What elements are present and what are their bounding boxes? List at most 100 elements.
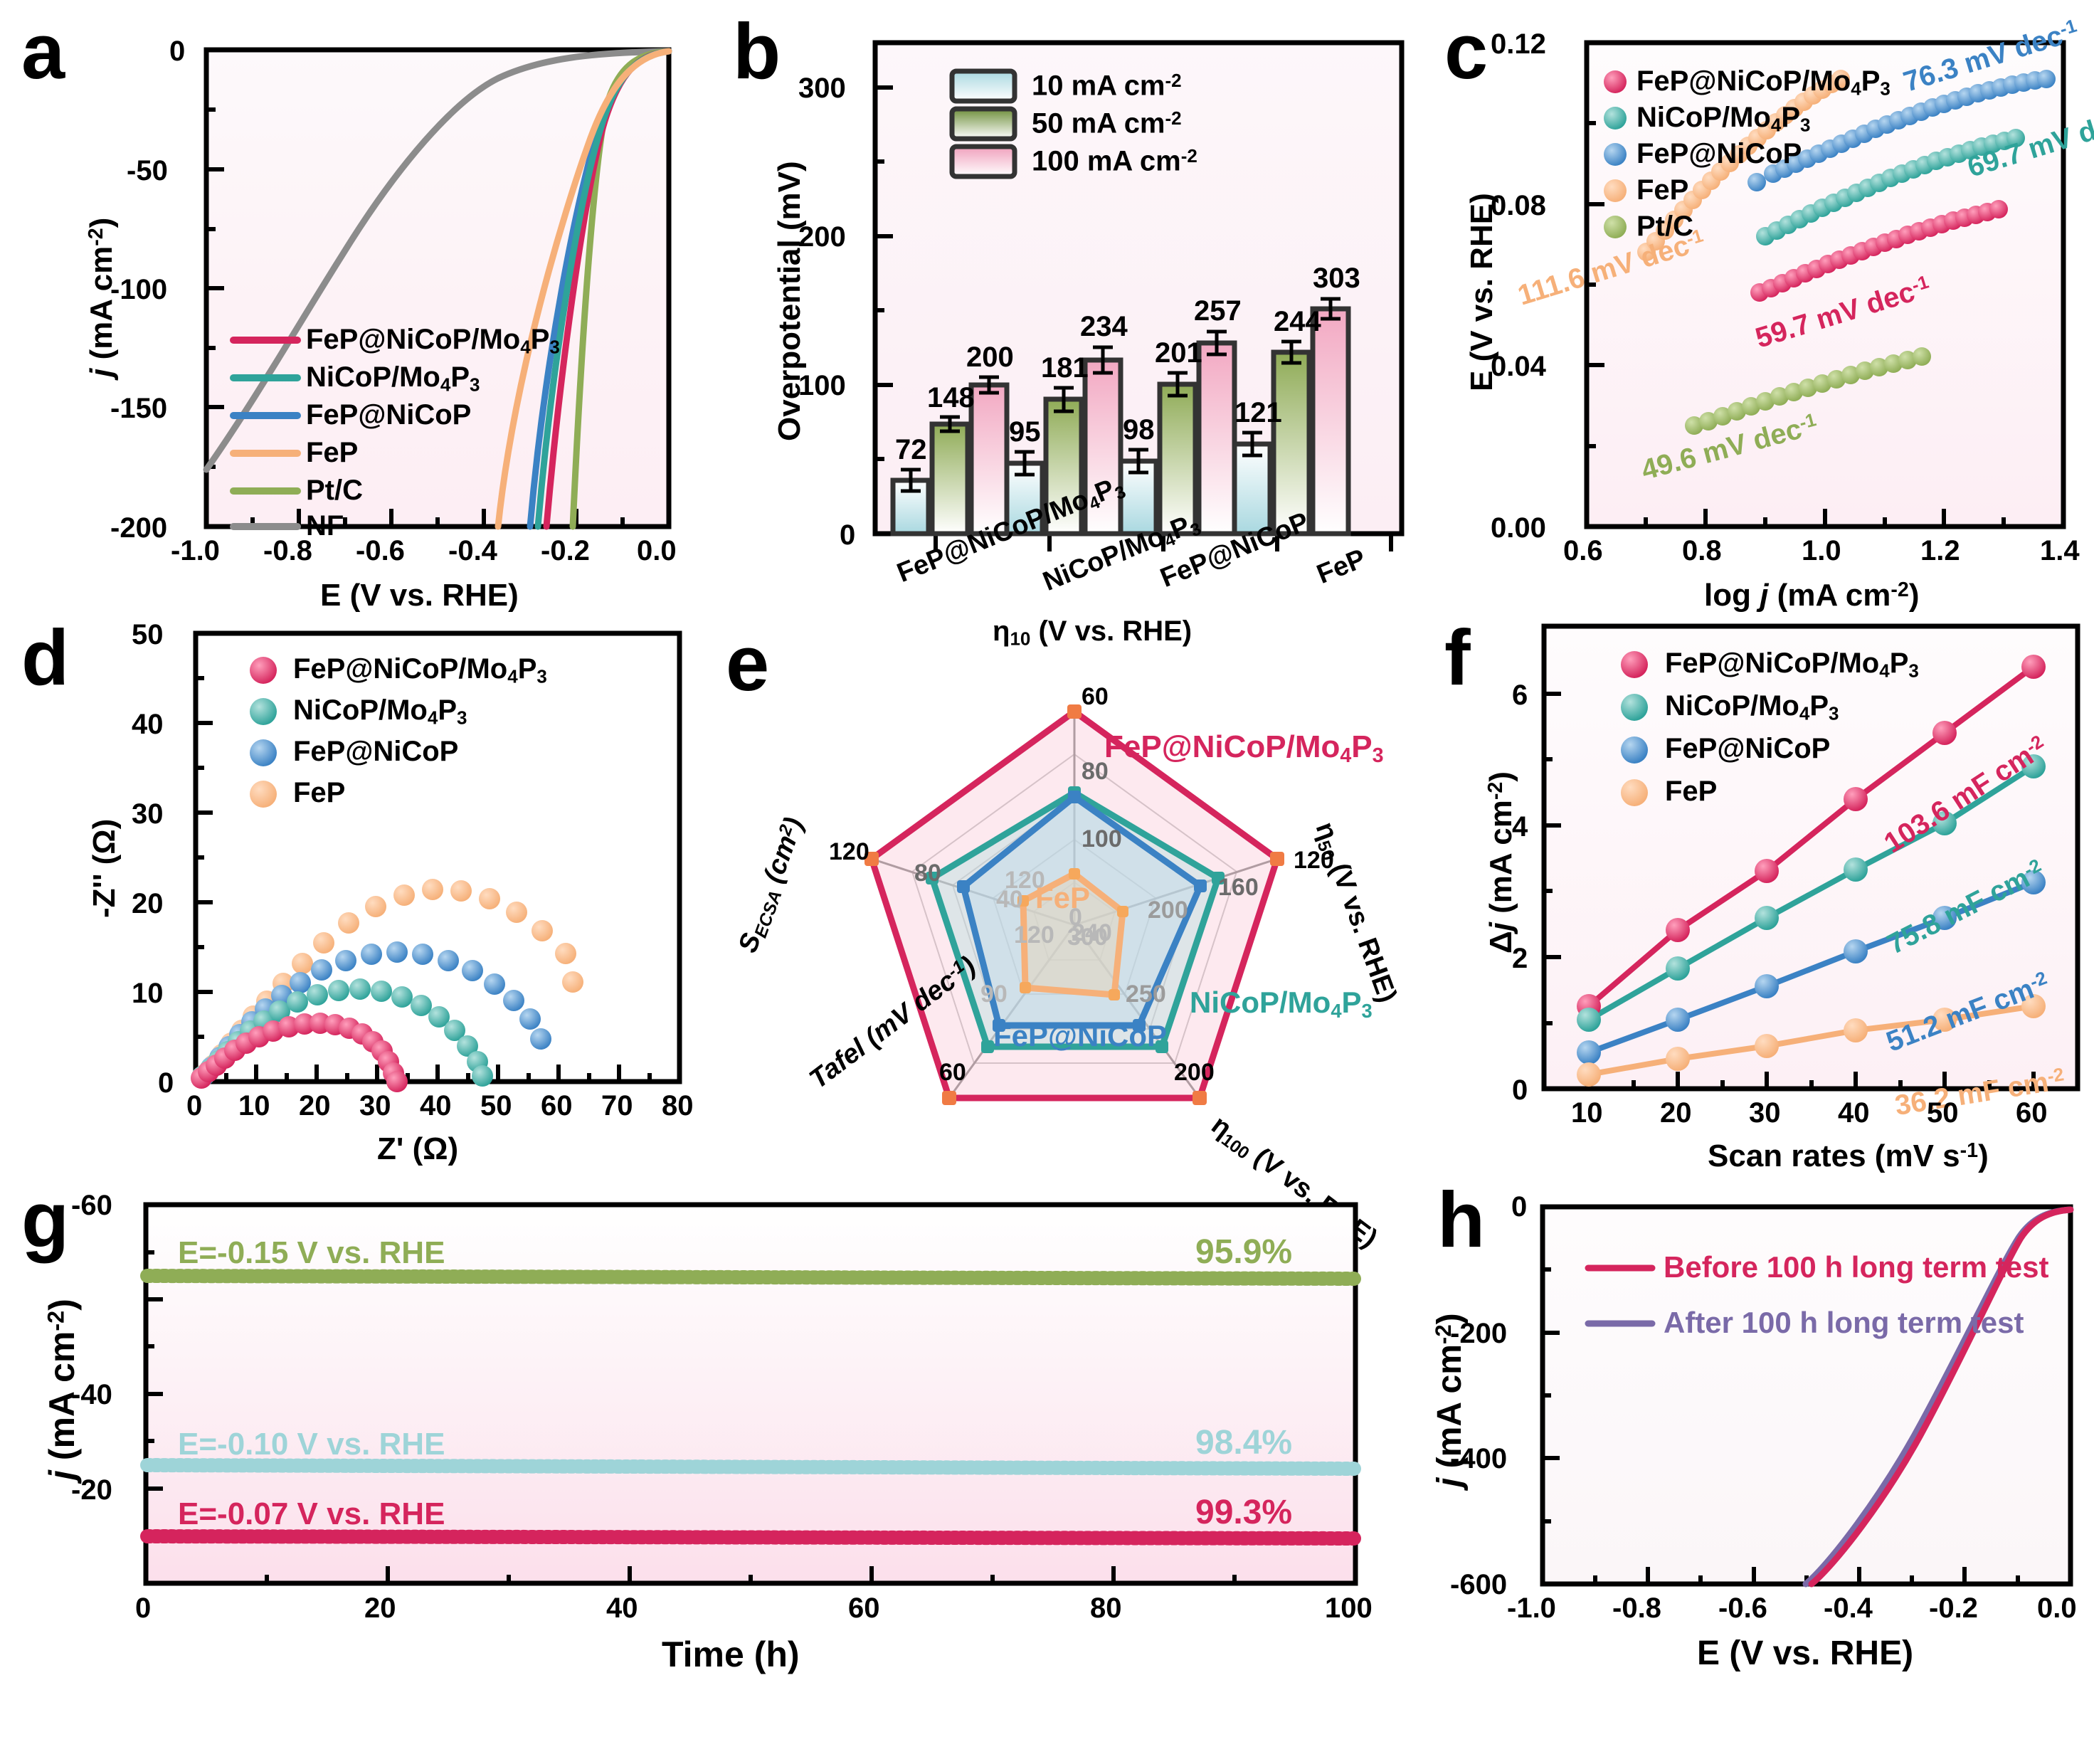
panel-a-letter: a [21, 8, 65, 95]
panel-g-xaxis-label: Time (h) [662, 1634, 800, 1674]
panel-d-xtick-8: 80 [662, 1090, 694, 1121]
panel-c-legend-item-0: FeP@NiCoP/Mo4P3 [1636, 65, 1891, 100]
panel-a-legend-item-1: NiCoP/Mo4P3 [306, 361, 480, 396]
panel-d-xtick-5: 50 [480, 1090, 512, 1121]
panel-b-legend-item-2: 100 mA cm-2 [1032, 145, 1197, 177]
panel-f-xtick-4: 50 [1927, 1097, 1959, 1129]
panel-f-ytick-0: 0 [1512, 1074, 1528, 1106]
panel-c-letter: c [1444, 8, 1488, 95]
panel-g-annotation-1: E=-0.10 V vs. RHE [178, 1427, 445, 1462]
panel-h-xaxis-label: E (V vs. RHE) [1697, 1634, 1914, 1672]
panel-e-scale-eta10-120: 120 [1005, 867, 1045, 894]
panel-d-ytick-20: 20 [132, 888, 164, 919]
panel-a-ytick-0: 0 [169, 36, 186, 67]
panel-c-ytick-0: 0.00 [1491, 512, 1546, 544]
panel-g-retention-0: 95.9% [1195, 1233, 1293, 1271]
panel-b-value-3-1: 244 [1274, 306, 1321, 337]
panel-c-xtick-3: 1.2 [1920, 535, 1960, 566]
panel-g-xtick-2: 40 [606, 1593, 638, 1624]
panel-a-legend-item-4: Pt/C [306, 475, 363, 506]
panel-c-yaxis-label: E (V vs. RHE) [1464, 193, 1499, 391]
panel-e-series-label-1: NiCoP/Mo4P3 [1190, 986, 1373, 1022]
panel-d-legend-item-3: FeP [293, 777, 346, 808]
panel-g-xtick-1: 20 [364, 1593, 396, 1624]
panel-a-xtick-2: -0.6 [356, 535, 405, 566]
panel-b-plot [872, 40, 1405, 551]
panel-b-legend-item-0: 10 mA cm-2 [1032, 70, 1182, 102]
panel-f-ytick-6: 6 [1512, 680, 1528, 711]
panel-h-xtick-2: -0.6 [1718, 1593, 1767, 1624]
panel-f-xtick-5: 60 [2016, 1097, 2048, 1129]
panel-a: a [0, 0, 712, 613]
panel-d-xaxis-label: Z' (Ω) [377, 1131, 459, 1166]
panel-e-scale-eta50-200: 200 [1148, 897, 1188, 924]
panel-c-xtick-1: 0.8 [1682, 535, 1722, 566]
panel-h: h Before 100 h long term test After [1423, 1181, 2094, 1764]
panel-d-yaxis-label: -Z'' (Ω) [87, 818, 122, 918]
panel-d-xtick-7: 70 [601, 1090, 633, 1121]
panel-c: c [1423, 0, 2094, 613]
panel-a-xtick-4: -0.2 [541, 535, 590, 566]
panel-f-xtick-3: 40 [1838, 1097, 1870, 1129]
panel-f-yaxis-label: Δj (mA cm-2) [1484, 771, 1518, 954]
panel-e-scale-eta10-100: 100 [1082, 825, 1122, 852]
panel-a-ytick-m200: -200 [110, 512, 168, 544]
panel-g-xtick-5: 100 [1325, 1593, 1373, 1624]
panel-e-scale-secsa-80: 80 [914, 860, 941, 887]
panel-a-ytick-m100: -100 [110, 274, 168, 305]
panel-f-ytick-2: 2 [1512, 943, 1528, 974]
panel-f-xtick-2: 30 [1749, 1097, 1781, 1129]
panel-f-xtick-0: 10 [1571, 1097, 1603, 1129]
panel-e-scale-tafel-60: 60 [939, 1059, 966, 1086]
panel-g-plot [140, 1202, 1361, 1586]
panel-g-xtick-4: 80 [1090, 1593, 1122, 1624]
panel-e-scale-eta50-120: 120 [1294, 847, 1334, 874]
panel-c-ytick-2: 0.08 [1491, 190, 1546, 221]
panel-a-yaxis-label: j (mA cm-2) [84, 217, 119, 377]
panel-b-yaxis-label: Overpotential (mV) [772, 161, 807, 441]
panel-g-annotation-2: E=-0.07 V vs. RHE [178, 1496, 445, 1531]
panel-c-legend-item-3: FeP [1636, 174, 1689, 206]
panel-e-scale-eta50-240: 240 [1072, 919, 1112, 946]
panel-f-legend-item-3: FeP [1665, 776, 1718, 807]
panel-a-xtick-0: -1.0 [171, 535, 220, 566]
panel-g-ytick-m40: -40 [71, 1379, 112, 1410]
panel-f-legend-item-1: NiCoP/Mo4P3 [1665, 690, 1839, 724]
panel-g-yaxis-label: j (mA cm-2) [42, 1299, 82, 1480]
panel-g-ytick-m60: -60 [71, 1190, 112, 1221]
panel-h-legend-item-1: After 100 h long term test [1664, 1306, 2024, 1339]
panel-b-legend-item-1: 50 mA cm-2 [1032, 107, 1182, 139]
panel-d-legend-item-0: FeP@NiCoP/Mo4P3 [293, 653, 547, 687]
panel-b: b [712, 0, 1423, 612]
panel-e-scale-tafel-90: 90 [980, 981, 1008, 1008]
panel-b-letter: b [733, 8, 781, 95]
panel-b-value-2-0: 98 [1123, 414, 1155, 445]
panel-d-xtick-1: 10 [238, 1090, 270, 1121]
panel-f-ytick-4: 4 [1512, 811, 1528, 843]
panel-e-series-label-3: FeP [1035, 881, 1091, 914]
panel-a-xtick-5: 0.0 [637, 535, 677, 566]
panel-c-legend-item-2: FeP@NiCoP [1636, 138, 1802, 169]
panel-f-letter: f [1444, 614, 1471, 702]
panel-e-scale-eta100-200: 200 [1174, 1059, 1215, 1086]
panel-d-ytick-0: 0 [158, 1067, 174, 1099]
panel-d-ytick-40: 40 [132, 709, 164, 740]
panel-b-ytick-200: 200 [798, 221, 846, 253]
panel-f-legend-item-0: FeP@NiCoP/Mo4P3 [1665, 648, 1919, 682]
panel-h-plot [1540, 1204, 2074, 1588]
panel-b-value-0-0: 72 [895, 434, 927, 465]
panel-a-legend-item-2: FeP@NiCoP [306, 399, 472, 431]
panel-c-legend-item-4: Pt/C [1636, 211, 1693, 242]
panel-b-ytick-300: 300 [798, 73, 846, 104]
panel-h-ytick-0: 0 [1511, 1191, 1528, 1222]
panel-a-xtick-1: -0.8 [263, 535, 312, 566]
panel-a-legend-item-3: FeP [306, 437, 359, 468]
panel-e-axis-label-eta10: η10 (V vs. RHE) [993, 616, 1193, 650]
panel-e-letter: e [726, 620, 770, 707]
panel-e-scale-secsa-40: 40 [996, 886, 1023, 913]
panel-h-ytick-m400: -400 [1450, 1443, 1508, 1474]
panel-a-legend-item-0: FeP@NiCoP/Mo4P3 [306, 324, 560, 358]
panel-c-xaxis-label: log j (mA cm-2) [1704, 578, 1920, 613]
panel-e: e [712, 612, 1423, 1254]
panel-d-xtick-4: 40 [420, 1090, 452, 1121]
